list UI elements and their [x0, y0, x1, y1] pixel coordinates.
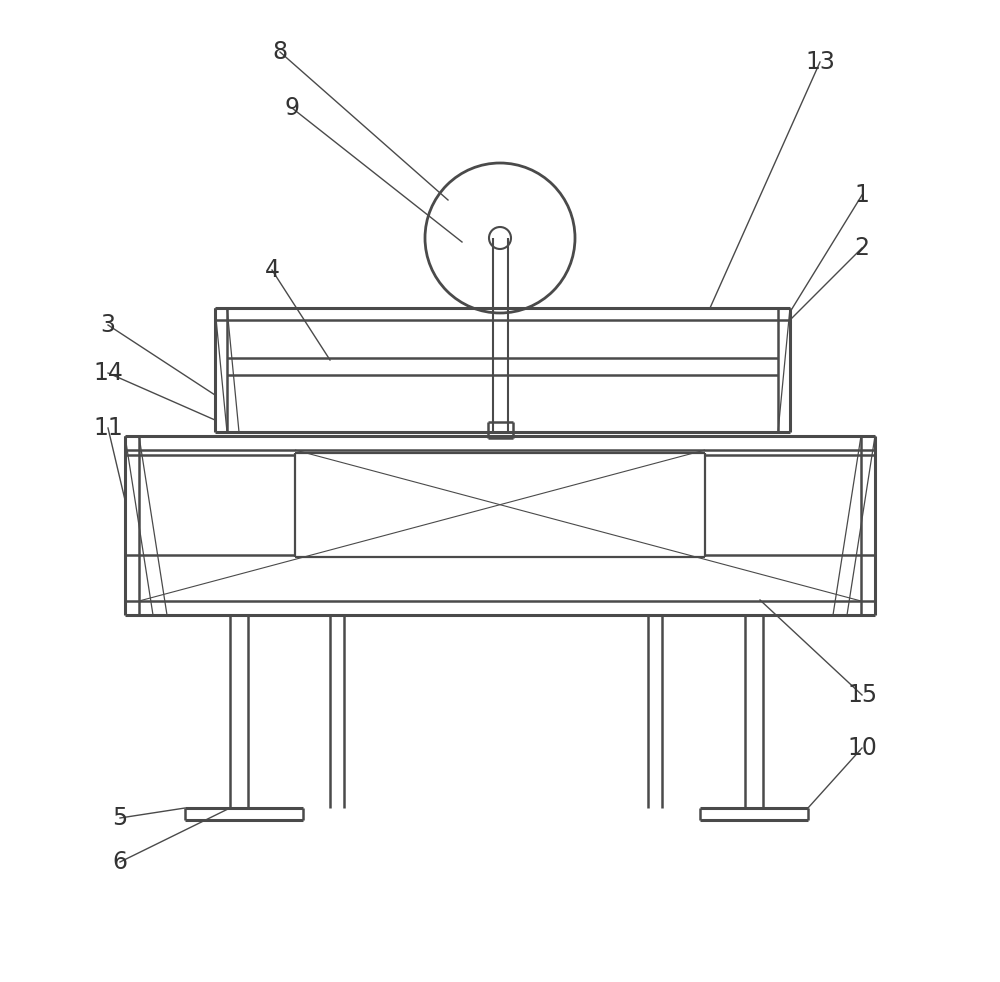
Text: 1: 1 — [855, 183, 869, 207]
Text: 13: 13 — [805, 50, 835, 74]
Text: 8: 8 — [272, 40, 288, 64]
Text: 5: 5 — [112, 806, 128, 830]
Text: 14: 14 — [93, 361, 123, 385]
Text: 6: 6 — [112, 850, 128, 874]
Text: 3: 3 — [100, 313, 116, 337]
Text: 2: 2 — [854, 236, 870, 260]
Text: 9: 9 — [285, 96, 300, 120]
Text: 11: 11 — [93, 416, 123, 440]
Text: 4: 4 — [264, 258, 280, 282]
Text: 10: 10 — [847, 736, 877, 760]
Text: 15: 15 — [847, 683, 877, 707]
